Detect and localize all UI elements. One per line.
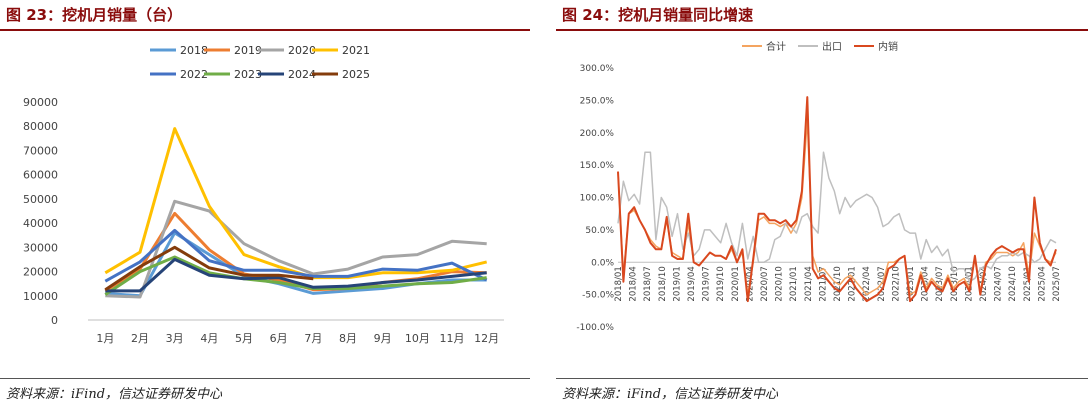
series-line-2020 [105, 199, 487, 299]
x-tick-label: 4月 [200, 332, 218, 345]
right-footer-rule [556, 378, 1088, 379]
y-tick-label: 0.0% [591, 258, 614, 268]
x-tick-label: 2022/10 [891, 266, 901, 301]
x-tick-label: 2019/10 [716, 266, 726, 301]
y-tick-label: 150.0% [580, 161, 615, 171]
legend-label-2021: 2021 [342, 44, 370, 57]
left-title-rule [0, 29, 530, 31]
x-tick-label: 2025/04 [1037, 266, 1047, 301]
legend-label-2022: 2022 [180, 68, 208, 81]
x-tick-label: 2023/01 [906, 266, 916, 301]
y-tick-label: 70000 [23, 144, 58, 157]
x-tick-label: 3月 [166, 332, 184, 345]
legend-label-2020: 2020 [288, 44, 316, 57]
left-footer-rule [0, 378, 530, 379]
x-tick-label: 2022/04 [862, 266, 872, 301]
y-tick-label: 50000 [23, 193, 58, 206]
x-tick-label: 5月 [235, 332, 253, 345]
x-tick-label: 11月 [440, 332, 465, 345]
right-title-rule [556, 29, 1088, 31]
x-tick-label: 1月 [96, 332, 114, 345]
x-tick-label: 2020/10 [775, 266, 785, 301]
y-tick-label: 10000 [23, 290, 58, 303]
legend-label-2018: 2018 [180, 44, 208, 57]
right-figure-panel: 图 24：挖机月销量同比增速 合计 出口 内销 -100.0% -50.0% 0.0% 50… [556, 0, 1088, 407]
x-tick-label: 7月 [304, 332, 322, 345]
series-line-内销 [617, 96, 1057, 303]
x-tick-label: 2018/10 [658, 266, 668, 301]
x-tick-label: 2021/07 [818, 266, 828, 301]
x-tick-label: 2023/07 [935, 266, 945, 301]
y-tick-label: 30000 [23, 241, 58, 254]
legend-label-内销: 内销 [878, 40, 898, 53]
x-tick-label: 2020/07 [760, 266, 770, 301]
x-tick-label: 10月 [405, 332, 430, 345]
x-tick-label: 2019/01 [672, 266, 682, 301]
y-tick-label: 0 [51, 314, 58, 327]
y-tick-label: 300.0% [580, 64, 615, 74]
x-tick-label: 2020/01 [731, 266, 741, 301]
x-tick-label: 2021/04 [804, 266, 814, 301]
x-tick-label: 2024/04 [979, 266, 989, 301]
x-tick-label: 2018/04 [629, 266, 639, 301]
y-tick-label: 20000 [23, 266, 58, 279]
excavator-monthly-sales-chart: 2018 2019 2020 2021 2022 2023 2024 2025 0 10000 20… [23, 44, 504, 345]
excavator-yoy-growth-chart: 合计 出口 内销 -100.0% -50.0% 0.0% 50.0% 100.0% 150.0%… [576, 40, 1062, 333]
y-tick-label: 50.0% [585, 226, 614, 236]
series-line-2025 [104, 245, 314, 291]
x-tick-label: 2024/07 [994, 266, 1004, 301]
x-tick-label: 2021/01 [789, 266, 799, 301]
y-tick-label: 200.0% [580, 129, 615, 139]
y-tick-label: 100.0% [580, 194, 615, 204]
series-line-2023 [104, 255, 487, 296]
x-tick-label: 2025/01 [1023, 266, 1033, 301]
x-tick-label: 2024/01 [964, 266, 974, 301]
legend-label-出口: 出口 [822, 40, 842, 53]
x-tick-label: 6月 [270, 332, 288, 345]
x-tick-label: 8月 [339, 332, 357, 345]
right-source-note: 资料来源：iFind，信达证券研发中心 [562, 387, 779, 402]
x-tick-label: 2019/07 [702, 266, 712, 301]
x-tick-label: 2023/10 [950, 266, 960, 301]
y-tick-label: -50.0% [582, 291, 614, 301]
legend-label-2024: 2024 [288, 68, 316, 81]
y-tick-label: 90000 [23, 96, 58, 109]
x-tick-label: 2019/04 [687, 266, 697, 301]
right-figure-title: 图 24：挖机月销量同比增速 [562, 6, 754, 24]
x-tick-label: 2018/07 [643, 266, 653, 301]
series-line-2022 [104, 228, 488, 283]
left-figure-title: 图 23：挖机月销量（台） [6, 6, 183, 24]
x-tick-label: 2024/10 [1008, 266, 1018, 301]
series-line-2024 [105, 257, 487, 293]
y-tick-label: -100.0% [576, 323, 614, 333]
x-tick-label: 2025/07 [1052, 266, 1062, 301]
legend-label-2023: 2023 [234, 68, 262, 81]
x-tick-label: 2023/04 [921, 266, 931, 301]
left-figure-panel: 图 23：挖机月销量（台） 2018 2019 2020 2021 2022 2023 20… [0, 0, 530, 407]
y-tick-label: 80000 [23, 120, 58, 133]
legend-label-合计: 合计 [766, 40, 786, 53]
y-tick-label: 40000 [23, 217, 58, 230]
legend-label-2019: 2019 [234, 44, 262, 57]
x-tick-label: 2018/01 [614, 266, 624, 301]
x-tick-label: 12月 [474, 332, 499, 345]
y-tick-label: 250.0% [580, 96, 615, 106]
x-tick-label: 9月 [374, 332, 392, 345]
y-tick-label: 60000 [23, 169, 58, 182]
legend-label-2025: 2025 [342, 68, 370, 81]
left-source-note: 资料来源：iFind，信达证券研发中心 [6, 387, 223, 402]
x-tick-label: 2月 [131, 332, 149, 345]
